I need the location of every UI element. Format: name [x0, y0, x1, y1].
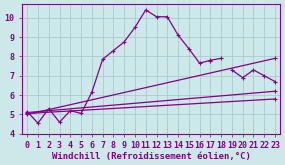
X-axis label: Windchill (Refroidissement éolien,°C): Windchill (Refroidissement éolien,°C) [52, 152, 251, 161]
